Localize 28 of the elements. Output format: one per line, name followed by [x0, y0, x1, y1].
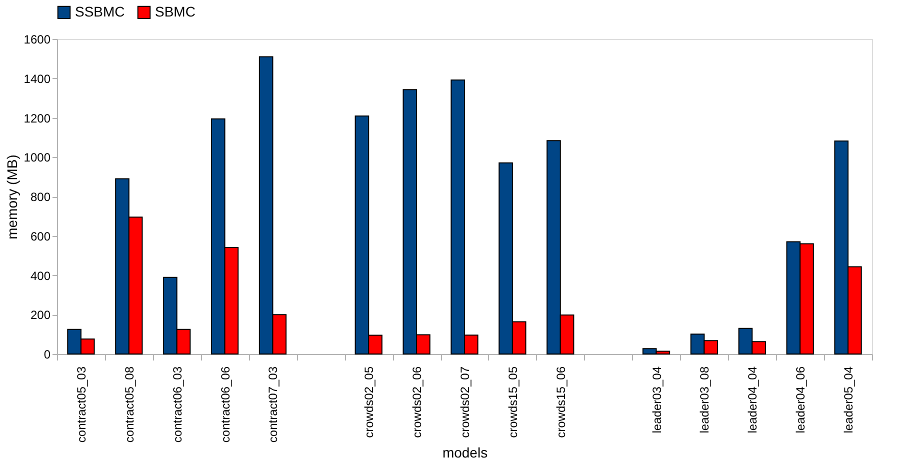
y-tick-label: 1600	[24, 32, 51, 46]
x-tick-label: contract06_03	[170, 366, 184, 443]
y-tick-label: 1400	[24, 72, 51, 86]
legend-label: SSBMC	[75, 3, 125, 20]
y-tick-label: 1200	[24, 111, 51, 126]
x-tick-label: crowds02_06	[410, 366, 424, 438]
legend-label: SBMC	[155, 3, 196, 20]
x-tick-label: crowds15_06	[554, 366, 568, 438]
y-tick-label: 400	[30, 268, 51, 283]
x-tick-label: leader03_08	[698, 366, 712, 434]
y-axis-title: memory (MB)	[4, 154, 20, 240]
x-tick-label: crowds02_07	[458, 366, 472, 438]
y-tick-label: 0	[44, 348, 51, 362]
x-tick-label: contract06_06	[218, 366, 232, 443]
x-tick-label: crowds15_05	[506, 366, 520, 438]
x-tick-label: crowds02_05	[362, 366, 376, 438]
x-tick-label: contract05_03	[74, 366, 88, 443]
x-tick-label: contract05_08	[122, 366, 136, 443]
x-tick-label: contract07_03	[266, 366, 280, 443]
x-tick-label: leader04_04	[746, 366, 760, 434]
x-axis-title: models	[442, 444, 488, 461]
y-tick-label: 1000	[24, 150, 51, 165]
y-tick-label: 200	[30, 308, 51, 322]
y-tick-label: 600	[30, 229, 51, 244]
x-tick-label: leader03_04	[650, 366, 664, 434]
x-tick-label: leader05_04	[842, 366, 856, 434]
y-tick-label: 800	[30, 190, 51, 204]
x-tick-label: leader04_06	[794, 366, 808, 434]
